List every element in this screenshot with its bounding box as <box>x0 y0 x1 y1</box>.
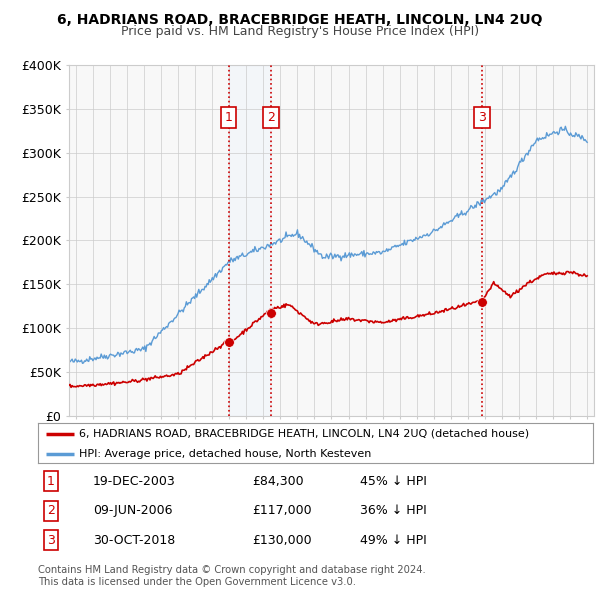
Text: HPI: Average price, detached house, North Kesteven: HPI: Average price, detached house, Nort… <box>79 450 372 460</box>
Text: 2: 2 <box>47 504 55 517</box>
Text: 45% ↓ HPI: 45% ↓ HPI <box>360 475 427 488</box>
Text: 09-JUN-2006: 09-JUN-2006 <box>93 504 173 517</box>
Text: Price paid vs. HM Land Registry's House Price Index (HPI): Price paid vs. HM Land Registry's House … <box>121 25 479 38</box>
Text: 3: 3 <box>47 534 55 547</box>
Text: 6, HADRIANS ROAD, BRACEBRIDGE HEATH, LINCOLN, LN4 2UQ (detached house): 6, HADRIANS ROAD, BRACEBRIDGE HEATH, LIN… <box>79 429 530 439</box>
Text: 1: 1 <box>47 475 55 488</box>
Text: 2: 2 <box>267 111 275 124</box>
Bar <box>229 65 271 416</box>
Text: £117,000: £117,000 <box>252 504 311 517</box>
Text: 36% ↓ HPI: 36% ↓ HPI <box>360 504 427 517</box>
Text: 49% ↓ HPI: 49% ↓ HPI <box>360 534 427 547</box>
Text: £84,300: £84,300 <box>252 475 304 488</box>
Text: 19-DEC-2003: 19-DEC-2003 <box>93 475 176 488</box>
Text: 3: 3 <box>478 111 486 124</box>
Text: £130,000: £130,000 <box>252 534 311 547</box>
Text: 30-OCT-2018: 30-OCT-2018 <box>93 534 175 547</box>
Text: 1: 1 <box>225 111 233 124</box>
Text: 6, HADRIANS ROAD, BRACEBRIDGE HEATH, LINCOLN, LN4 2UQ: 6, HADRIANS ROAD, BRACEBRIDGE HEATH, LIN… <box>57 13 543 27</box>
Text: Contains HM Land Registry data © Crown copyright and database right 2024.
This d: Contains HM Land Registry data © Crown c… <box>38 565 425 587</box>
